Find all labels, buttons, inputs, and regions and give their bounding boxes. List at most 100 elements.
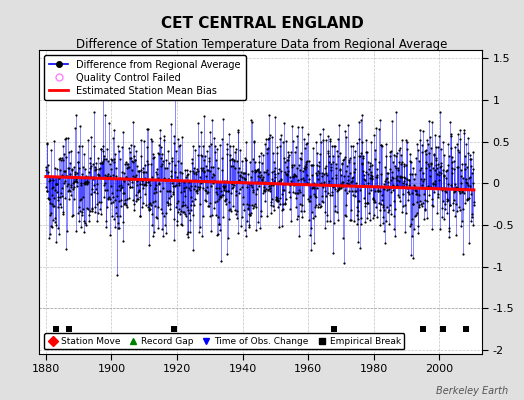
Point bbox=[429, 179, 437, 186]
Point bbox=[302, 141, 311, 148]
Point bbox=[72, 175, 80, 182]
Point bbox=[389, 159, 398, 165]
Point bbox=[155, 180, 163, 186]
Point bbox=[335, 167, 344, 173]
Point bbox=[431, 181, 439, 187]
Point bbox=[138, 178, 147, 184]
Point bbox=[79, 194, 87, 200]
Point bbox=[422, 159, 430, 165]
Point bbox=[314, 168, 322, 174]
Point bbox=[369, 132, 378, 138]
Point bbox=[458, 218, 466, 224]
Point bbox=[254, 218, 262, 225]
Point bbox=[178, 170, 187, 177]
Point bbox=[252, 226, 260, 233]
Point bbox=[211, 143, 219, 149]
Point bbox=[455, 188, 463, 194]
Point bbox=[332, 175, 340, 182]
Point bbox=[301, 160, 310, 167]
Point bbox=[262, 135, 270, 142]
Point bbox=[307, 224, 315, 231]
Point bbox=[186, 217, 194, 223]
Point bbox=[399, 180, 408, 186]
Point bbox=[168, 154, 177, 161]
Point bbox=[224, 234, 232, 241]
Point bbox=[238, 179, 247, 185]
Point bbox=[130, 143, 138, 150]
Point bbox=[364, 200, 373, 206]
Point bbox=[340, 156, 348, 162]
Point bbox=[337, 181, 345, 187]
Point bbox=[74, 148, 82, 155]
Point bbox=[316, 130, 324, 137]
Point bbox=[80, 180, 88, 186]
Point bbox=[444, 180, 452, 187]
Point bbox=[134, 167, 143, 174]
Point bbox=[67, 184, 75, 190]
Point bbox=[356, 117, 365, 123]
Point bbox=[416, 167, 424, 174]
Point bbox=[215, 196, 224, 202]
Point bbox=[191, 183, 200, 189]
Point bbox=[289, 182, 298, 188]
Point bbox=[335, 186, 343, 192]
Point bbox=[277, 132, 286, 138]
Point bbox=[373, 166, 381, 172]
Point bbox=[451, 181, 459, 188]
Point bbox=[168, 158, 177, 164]
Point bbox=[245, 210, 254, 217]
Point bbox=[319, 184, 327, 190]
Point bbox=[249, 187, 258, 194]
Point bbox=[334, 135, 342, 142]
Point bbox=[146, 177, 155, 183]
Point bbox=[277, 177, 285, 184]
Point bbox=[450, 158, 458, 165]
Point bbox=[387, 189, 395, 196]
Point bbox=[234, 169, 243, 175]
Point bbox=[400, 161, 408, 168]
Point bbox=[330, 143, 338, 149]
Point bbox=[201, 197, 209, 203]
Point bbox=[272, 195, 281, 202]
Point bbox=[141, 175, 149, 181]
Point bbox=[369, 212, 378, 218]
Point bbox=[74, 159, 82, 166]
Point bbox=[267, 199, 275, 205]
Point bbox=[69, 212, 77, 218]
Point bbox=[142, 181, 150, 188]
Point bbox=[203, 148, 211, 154]
Point bbox=[406, 158, 414, 164]
Point bbox=[235, 190, 243, 196]
Point bbox=[89, 174, 97, 180]
Point bbox=[51, 181, 60, 187]
Point bbox=[395, 178, 403, 184]
Point bbox=[335, 185, 343, 191]
Point bbox=[172, 222, 181, 228]
Point bbox=[198, 153, 206, 159]
Point bbox=[303, 158, 311, 165]
Point bbox=[222, 200, 230, 207]
Point bbox=[145, 201, 154, 208]
Point bbox=[135, 168, 144, 175]
Point bbox=[63, 228, 71, 234]
Point bbox=[212, 189, 220, 196]
Point bbox=[161, 165, 169, 172]
Point bbox=[171, 169, 179, 175]
Point bbox=[405, 177, 413, 184]
Point bbox=[338, 161, 346, 167]
Point bbox=[239, 170, 247, 176]
Point bbox=[141, 179, 150, 185]
Point bbox=[326, 164, 335, 170]
Point bbox=[326, 192, 335, 198]
Point bbox=[369, 195, 377, 202]
Point bbox=[142, 169, 150, 176]
Point bbox=[423, 215, 431, 221]
Point bbox=[399, 191, 407, 197]
Point bbox=[409, 201, 417, 207]
Point bbox=[90, 182, 98, 188]
Point bbox=[328, 192, 336, 198]
Point bbox=[367, 173, 376, 179]
Point bbox=[189, 143, 197, 149]
Point bbox=[392, 175, 400, 182]
Point bbox=[163, 175, 172, 182]
